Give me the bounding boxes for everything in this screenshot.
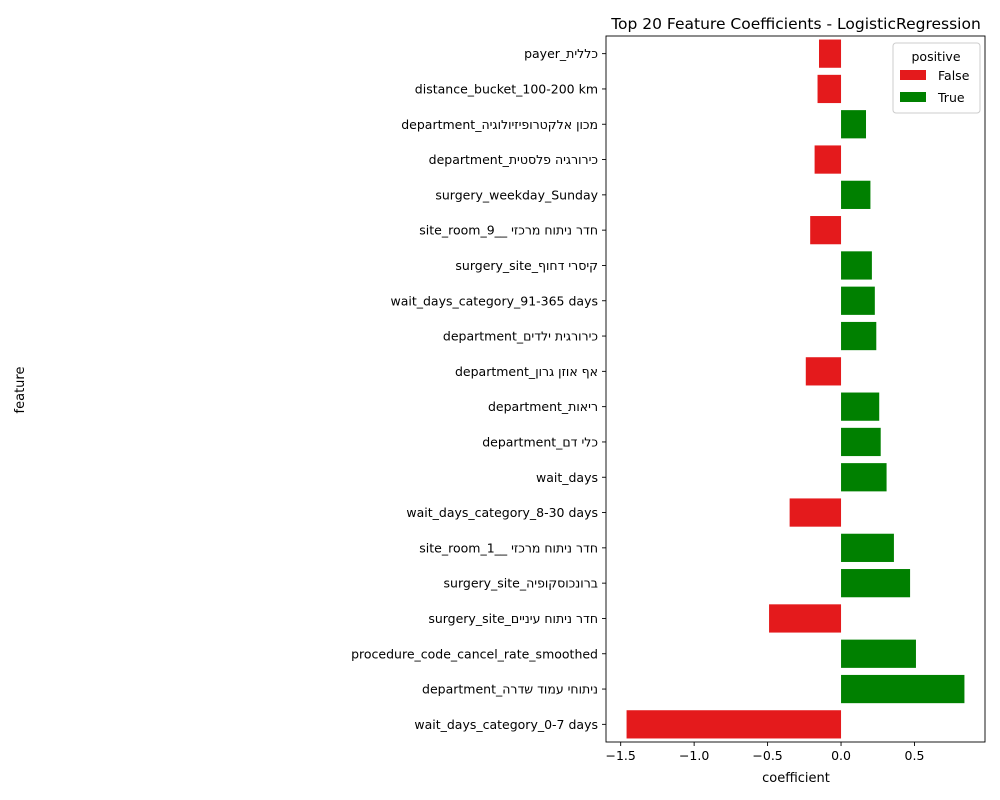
y-tick-label: procedure_code_cancel_rate_smoothed: [351, 646, 598, 661]
y-tick-label: department_כירורגיה פלסטית: [429, 152, 598, 167]
bar-16: [841, 569, 911, 598]
y-tick-label: surgery_site_ברונכוסקופיה: [444, 576, 598, 591]
y-tick-label: department_ריאות: [488, 399, 598, 414]
legend: positive False True: [892, 42, 981, 114]
y-tick-label: surgery_site_קיסרי דחוף: [455, 258, 598, 273]
y-tick-label: wait_days_category_0-7 days: [414, 717, 598, 732]
bar-3: [841, 110, 867, 139]
y-tick-label: wait_days: [536, 470, 598, 485]
y-tick-label: department_כלי דם: [482, 434, 598, 449]
y-tick-label: department_כירורגית ילדים: [443, 329, 598, 344]
x-axis-label: coefficient: [762, 771, 830, 786]
bar-6: [810, 216, 842, 245]
x-tick-label: −1.5: [606, 748, 636, 763]
y-tick-label: site_room_חדר ניתוח מרכזי __1: [419, 540, 598, 555]
legend-label-false: False: [938, 68, 970, 83]
bar-14: [789, 498, 842, 527]
bar-13: [841, 463, 887, 492]
x-tick-label: 0.5: [905, 748, 925, 763]
bar-10: [805, 357, 842, 386]
bar-4: [814, 145, 842, 174]
x-tick-label: −0.5: [752, 748, 782, 763]
legend-swatch-true: [900, 92, 926, 102]
bars-group: [626, 39, 965, 739]
y-tick-label: department_אף אוזן גרון: [455, 364, 598, 379]
y-tick-label: distance_bucket_100-200 km: [415, 81, 598, 96]
legend-swatch-false: [900, 70, 926, 80]
bar-15: [841, 533, 894, 562]
x-tick-label: −1.0: [679, 748, 709, 763]
bar-11: [841, 392, 880, 421]
y-tick-label: surgery_site_חדר ניתוח עיניים: [428, 611, 598, 626]
y-axis-label: feature: [13, 367, 28, 414]
bar-17: [769, 604, 842, 633]
legend-title: positive: [911, 49, 960, 64]
bar-8: [841, 286, 875, 315]
y-tick-label: wait_days_category_91-365 days: [390, 293, 598, 308]
y-tick-label: payer_כללית: [524, 46, 598, 61]
y-tick-label: surgery_weekday_Sunday: [435, 187, 598, 202]
y-tick-label: wait_days_category_8-30 days: [406, 505, 598, 520]
y-axis-ticks: payer_כללית distance_bucket_100-200 km dep…: [351, 46, 606, 732]
bar-19: [841, 674, 965, 704]
y-tick-label: site_room_חדר ניתוח מרכזי __9: [419, 223, 598, 238]
bar-7: [841, 251, 872, 280]
chart-title: Top 20 Feature Coefficients - LogisticRe…: [610, 15, 981, 33]
bar-20: [626, 710, 842, 739]
bar-5: [841, 180, 871, 209]
y-tick-label: department_ניתוחי עמוד שדרה: [422, 682, 598, 697]
y-tick-label: department_מכון אלקטרופיזיולוגיה: [401, 117, 598, 132]
x-axis-ticks: −1.5 −1.0 −0.5 0.0 0.5: [606, 742, 925, 763]
bar-12: [841, 427, 881, 457]
bar-1: [819, 39, 842, 68]
legend-label-true: True: [937, 90, 965, 105]
axes-frame: [605, 35, 986, 743]
x-tick-label: 0.0: [831, 748, 851, 763]
bar-9: [841, 321, 877, 351]
bar-2: [817, 74, 842, 104]
bar-18: [841, 639, 916, 668]
